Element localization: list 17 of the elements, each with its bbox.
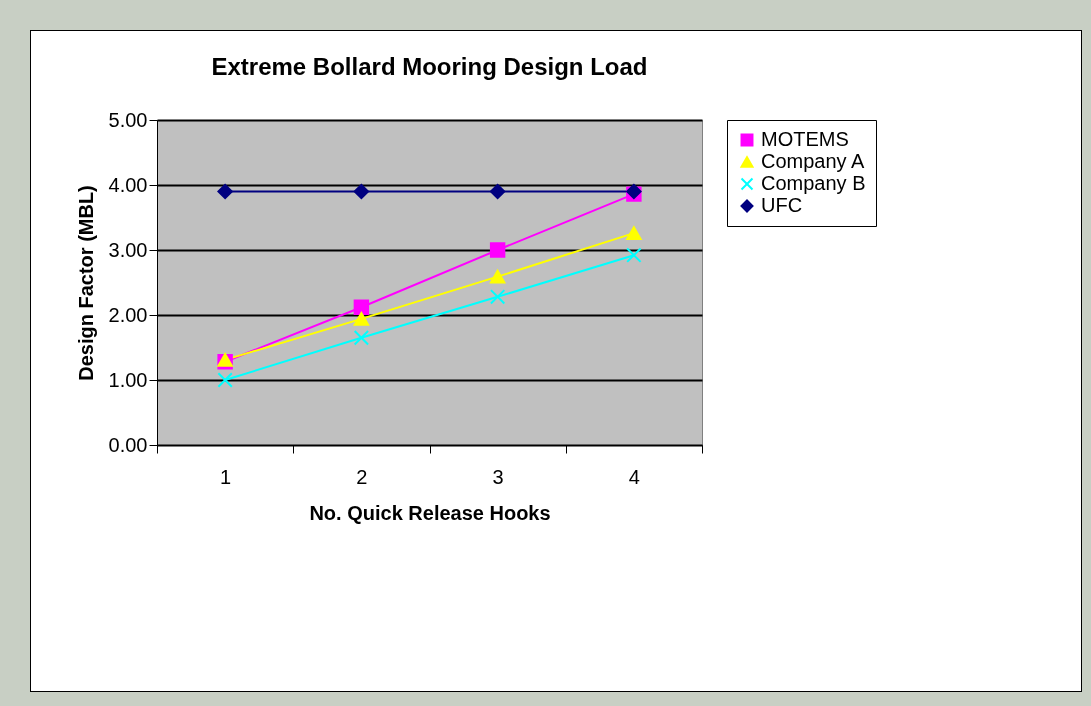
y-tick-label: 2.00 (108, 303, 148, 326)
legend-label: Company B (761, 172, 866, 194)
x-axis-title: No. Quick Release Hooks (309, 501, 551, 524)
y-axis-title: Design Factor (MBL) (74, 185, 97, 381)
y-tick-label: 4.00 (108, 173, 148, 196)
y-tick-label: 1.00 (108, 368, 148, 391)
y-tick-label: 3.00 (108, 238, 148, 261)
y-tick-label: 0.00 (108, 433, 148, 456)
x-tick-label: 4 (628, 465, 640, 488)
chart-title: Extreme Bollard Mooring Design Load (211, 53, 648, 80)
x-tick-label: 1 (220, 465, 232, 488)
y-tick-label: 5.00 (108, 108, 148, 131)
legend-label: Company A (761, 150, 866, 172)
legend-label: MOTEMS (761, 128, 849, 150)
legend-label: UFC (761, 194, 803, 216)
x-tick-label: 2 (356, 465, 368, 488)
x-tick-label: 3 (492, 465, 504, 488)
